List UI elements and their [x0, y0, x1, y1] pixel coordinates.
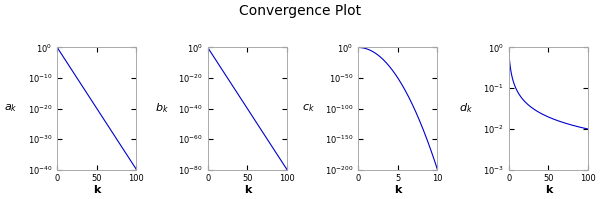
- Y-axis label: $a_{k}$: $a_{k}$: [4, 103, 18, 114]
- X-axis label: k: k: [244, 185, 251, 195]
- X-axis label: k: k: [394, 185, 401, 195]
- X-axis label: k: k: [545, 185, 552, 195]
- X-axis label: k: k: [93, 185, 101, 195]
- Y-axis label: $b_{k}$: $b_{k}$: [155, 102, 169, 115]
- Y-axis label: $d_{k}$: $d_{k}$: [459, 102, 473, 115]
- Y-axis label: $c_{k}$: $c_{k}$: [302, 103, 314, 114]
- Text: Convergence Plot: Convergence Plot: [239, 4, 361, 18]
